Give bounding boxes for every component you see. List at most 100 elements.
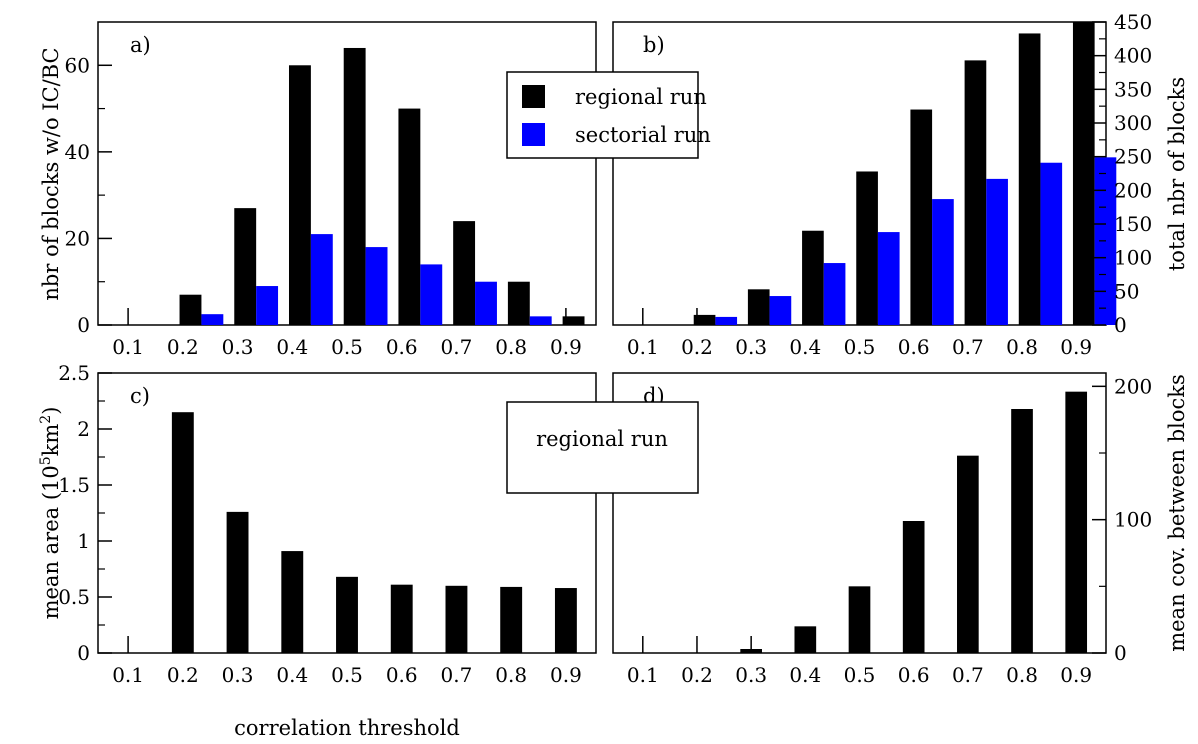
x-tick-label-c: 0.8	[495, 663, 527, 687]
x-tick-label-a: 0.2	[167, 335, 199, 359]
y-tick-label-b: 0	[1114, 313, 1127, 337]
x-tick-label-b: 0.1	[627, 335, 659, 359]
bar-b-regional	[747, 289, 770, 325]
x-tick-label-d: 0.8	[1006, 663, 1038, 687]
x-tick-label-c: 0.9	[550, 663, 582, 687]
x-tick-label-b: 0.4	[789, 335, 821, 359]
x-tick-label-c: 0.7	[441, 663, 473, 687]
y-tick-label-c: 2	[77, 417, 90, 441]
legend-swatch-regional	[522, 85, 545, 108]
bar-b-regional	[910, 109, 933, 326]
x-tick-label-d: 0.1	[627, 663, 659, 687]
y-tick-label-a: 0	[77, 313, 90, 337]
y-tick-label-b: 400	[1114, 44, 1152, 68]
y-tick-label-c: 0	[77, 641, 90, 665]
legend-swatch-sectorial	[522, 123, 545, 146]
panel-b-ylabel: total nbr of blocks	[1165, 77, 1189, 271]
x-tick-label-a: 0.4	[276, 335, 308, 359]
y-tick-label-a: 40	[65, 140, 90, 164]
x-tick-label-b: 0.6	[898, 335, 930, 359]
y-tick-label-b: 250	[1114, 145, 1152, 169]
bar-b-regional	[1018, 33, 1041, 326]
legend-bottom: regional run	[506, 401, 699, 494]
y-tick-label-c: 1	[77, 529, 90, 553]
bar-d-regional	[957, 455, 979, 653]
x-tick-label-d: 0.6	[898, 663, 930, 687]
bar-a-regional	[398, 108, 421, 325]
bar-c-regional	[281, 551, 304, 653]
bar-d-regional	[848, 586, 871, 653]
bar-b-sectorial	[823, 263, 846, 325]
y-tick-label-c: 1.5	[58, 473, 90, 497]
bar-b-sectorial	[715, 316, 738, 325]
y-tick-label-d: 200	[1114, 374, 1152, 398]
x-tick-label-d: 0.3	[735, 663, 767, 687]
x-tick-label-a: 0.3	[222, 335, 254, 359]
bar-d-regional	[1011, 409, 1033, 653]
panel-b-label: b)	[643, 33, 665, 57]
bar-b-sectorial	[769, 296, 792, 325]
x-tick-label-b: 0.5	[844, 335, 876, 359]
y-tick-label-d: 0	[1114, 641, 1127, 665]
bar-a-sectorial	[201, 314, 224, 325]
y-tick-label-c: 0.5	[58, 585, 90, 609]
bar-d-regional	[902, 521, 925, 653]
y-tick-label-b: 100	[1114, 246, 1152, 270]
x-tick-label-a: 0.7	[441, 335, 473, 359]
x-tick-label-a: 0.5	[331, 335, 363, 359]
bar-c-regional	[226, 511, 249, 653]
bar-c-regional	[500, 586, 523, 653]
panel-c-xlabel: correlation threshold	[234, 716, 460, 740]
bar-a-regional	[507, 281, 530, 325]
y-tick-label-b: 200	[1114, 178, 1152, 202]
bar-c-regional	[445, 585, 468, 653]
x-tick-label-b: 0.7	[952, 335, 984, 359]
x-tick-label-a: 0.6	[386, 335, 418, 359]
bar-b-regional	[1072, 22, 1095, 325]
bar-b-sectorial	[1040, 162, 1063, 325]
bar-b-regional	[964, 60, 987, 325]
legend-bottom-label: regional run	[536, 427, 668, 451]
panel-c-ylabel: mean area (105km2)	[38, 407, 63, 620]
bar-a-sectorial	[256, 286, 279, 325]
bar-a-regional	[234, 208, 257, 325]
x-tick-label-b: 0.9	[1060, 335, 1092, 359]
bar-b-sectorial	[932, 199, 954, 325]
bar-a-regional	[562, 316, 585, 325]
bar-a-sectorial	[475, 281, 497, 325]
x-tick-label-d: 0.4	[789, 663, 821, 687]
x-tick-label-a: 0.8	[495, 335, 527, 359]
bar-b-regional	[693, 314, 716, 325]
legend-label-sectorial: sectorial run	[575, 123, 711, 147]
y-tick-label-a: 60	[65, 53, 90, 77]
panel-a-ylabel: nbr of blocks w/o IC/BC	[39, 47, 63, 300]
x-tick-label-a: 0.1	[112, 335, 144, 359]
legend-top: regional run sectorial run	[506, 71, 711, 159]
y-tick-label-c: 2.5	[58, 361, 90, 385]
y-tick-label-b: 50	[1114, 279, 1139, 303]
bar-b-regional	[802, 230, 824, 325]
bar-a-sectorial	[420, 264, 443, 325]
bar-a-sectorial	[365, 247, 388, 325]
x-tick-label-d: 0.9	[1060, 663, 1092, 687]
y-tick-label-b: 300	[1114, 111, 1152, 135]
bar-a-regional	[288, 65, 311, 326]
x-tick-label-c: 0.4	[276, 663, 308, 687]
bar-d-regional	[1065, 391, 1088, 653]
x-tick-label-b: 0.3	[735, 335, 767, 359]
x-tick-label-a: 0.9	[550, 335, 582, 359]
y-tick-label-b: 150	[1114, 212, 1152, 236]
bar-d-regional	[740, 649, 762, 653]
y-tick-label-b: 450	[1114, 10, 1152, 34]
bar-c-regional	[336, 576, 358, 653]
x-tick-label-d: 0.2	[681, 663, 713, 687]
x-tick-label-d: 0.5	[844, 663, 876, 687]
x-tick-label-c: 0.1	[112, 663, 144, 687]
legend-label-regional: regional run	[575, 85, 707, 109]
legend-bottom-box	[506, 401, 699, 494]
y-tick-label-d: 100	[1114, 508, 1152, 532]
bar-b-regional	[856, 171, 878, 325]
panel-d-ylabel: mean cov. between blocks	[1165, 374, 1189, 652]
bar-b-sectorial	[877, 232, 900, 325]
